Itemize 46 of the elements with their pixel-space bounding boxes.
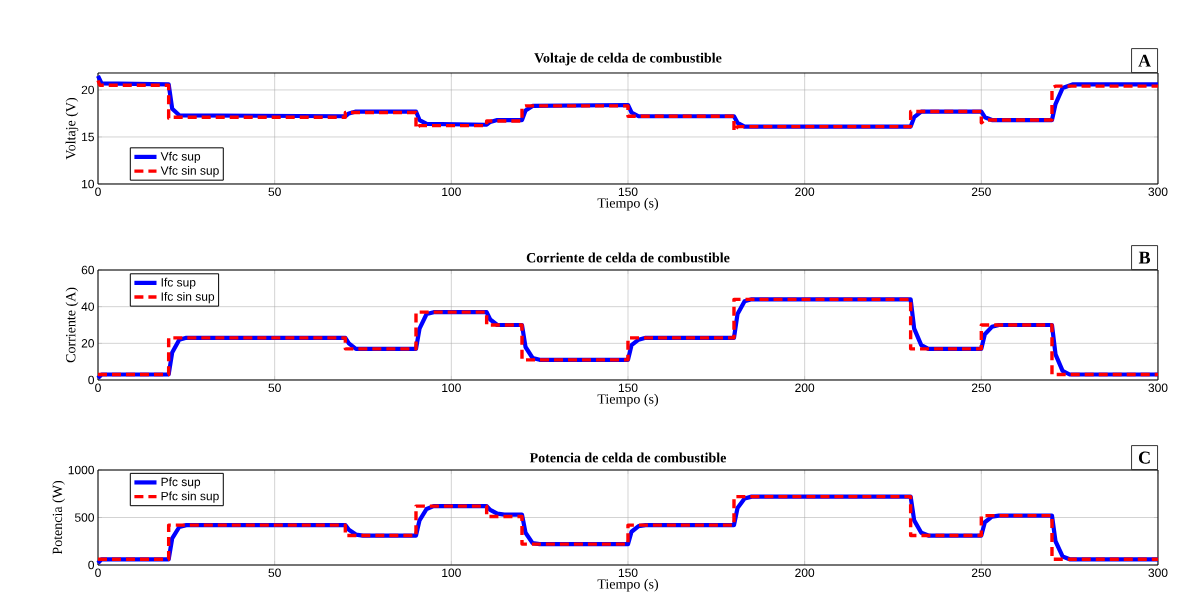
x-tick-label: 200 — [795, 383, 815, 393]
text: C — [1138, 451, 1150, 464]
x-tick-label: 300 — [1148, 568, 1168, 578]
y-axis-title: Corriente (A) — [65, 287, 79, 363]
x-tick-label: 50 — [268, 187, 281, 197]
legend-label: Ifc sup — [161, 277, 196, 289]
chart-title: Corriente de celda de combustible — [526, 252, 730, 263]
y-tick-label: 40 — [81, 302, 95, 311]
x-tick-label: 100 — [442, 568, 461, 578]
text: A — [1138, 54, 1151, 67]
x-tick-label: 300 — [1148, 383, 1168, 393]
x-tick-label: 300 — [1148, 187, 1168, 197]
x-axis-title: Tiempo (s) — [597, 578, 659, 592]
y-tick-label: 15 — [82, 132, 94, 142]
legend-label: Ifc sin sup — [161, 291, 215, 304]
y-tick-label: 1000 — [68, 465, 94, 475]
y-axis-title: Voltaje (V) — [65, 97, 79, 160]
y-tick-label: 500 — [74, 513, 95, 522]
x-tick-label: 200 — [795, 187, 815, 197]
x-tick-label: 50 — [268, 568, 281, 578]
x-tick-label: 150 — [618, 187, 638, 197]
legend-label: Pfc sin sup — [161, 491, 219, 503]
text: B — [1138, 251, 1151, 264]
x-tick-label: 150 — [618, 568, 638, 578]
legend-label: Vfc sin sup — [160, 165, 219, 178]
x-tick-label: 150 — [618, 383, 638, 393]
x-tick-label: 100 — [442, 187, 461, 197]
chart-title: Potencia de celda de combustible — [529, 452, 727, 463]
x-tick-label: 200 — [795, 568, 815, 578]
legend-label: Vfc sup — [160, 151, 201, 163]
x-tick-label: 250 — [971, 568, 991, 578]
x-tick-label: 250 — [971, 187, 991, 197]
y-tick-label: 60 — [81, 265, 95, 275]
y-tick-label: 20 — [81, 339, 95, 348]
x-axis-title: Tiempo (s) — [597, 197, 659, 211]
x-axis-title: Tiempo (s) — [597, 393, 659, 407]
x-tick-label: 250 — [971, 383, 991, 393]
y-tick-label: 0 — [88, 560, 95, 570]
chart-title: Voltaje de celda de combustible — [534, 52, 722, 66]
y-tick-label: 0 — [88, 375, 95, 385]
y-axis-title: Potencia (W) — [52, 480, 65, 555]
y-tick-label: 20 — [81, 85, 95, 95]
legend-label: Pfc sup — [161, 477, 201, 489]
x-tick-label: 100 — [442, 383, 461, 393]
x-tick-label: 50 — [268, 383, 281, 393]
y-tick-label: 10 — [82, 179, 95, 189]
